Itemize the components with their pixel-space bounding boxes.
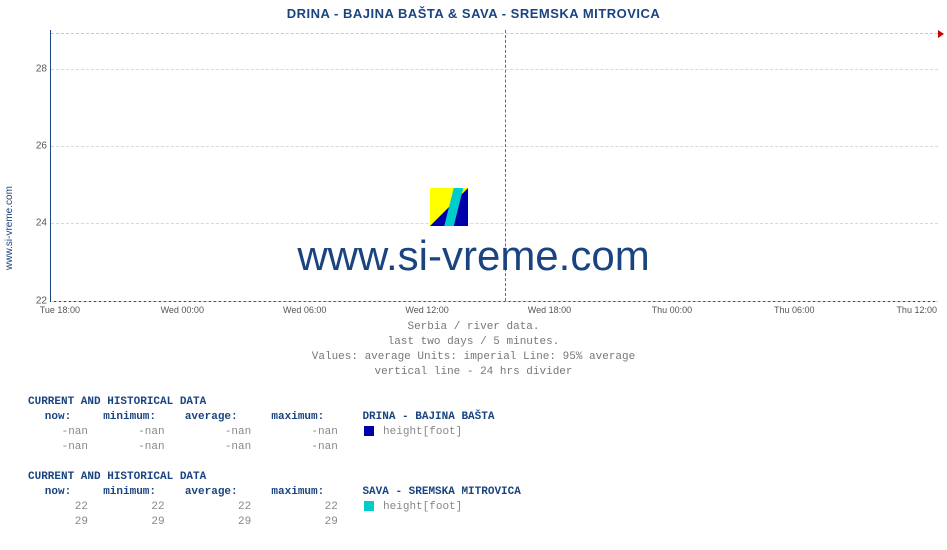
subtitle-line-4: vertical line - 24 hrs divider <box>0 365 947 380</box>
cell: 22 <box>171 500 251 515</box>
cell: 22 <box>28 500 88 515</box>
cell: 29 <box>258 515 338 530</box>
data-row: 22 22 22 22 height[foot] <box>28 500 521 515</box>
cell: -nan <box>28 440 88 455</box>
cell: -nan <box>95 440 165 455</box>
xtick-4: Wed 18:00 <box>528 305 571 315</box>
yellow-series-line <box>51 33 938 34</box>
xtick-5: Thu 00:00 <box>652 305 693 315</box>
series-end-arrow-icon <box>938 30 944 38</box>
station-name-2: SAVA - SREMSKA MITROVICA <box>362 485 520 500</box>
col-avg: average: <box>171 485 251 500</box>
metric-label: height[foot] <box>383 426 462 438</box>
metric-1: height[foot] <box>362 425 462 440</box>
col-now: now: <box>28 485 88 500</box>
data-row: -nan -nan -nan -nan <box>28 440 494 455</box>
xtick-7: Thu 12:00 <box>896 305 937 315</box>
swatch-icon <box>364 501 374 511</box>
data-heading-2: CURRENT AND HISTORICAL DATA <box>28 470 521 485</box>
subtitle-line-1: Serbia / river data. <box>0 320 947 335</box>
swatch-icon <box>364 426 374 436</box>
col-min: minimum: <box>95 485 165 500</box>
chart-subtitle: Serbia / river data. last two days / 5 m… <box>0 320 947 379</box>
data-heading-1: CURRENT AND HISTORICAL DATA <box>28 395 494 410</box>
metric-2: height[foot] <box>362 500 462 515</box>
col-min: minimum: <box>95 410 165 425</box>
watermark-logo-icon <box>430 188 468 226</box>
cell: -nan <box>258 425 338 440</box>
cell: -nan <box>171 440 251 455</box>
cell: 29 <box>95 515 165 530</box>
cell: -nan <box>95 425 165 440</box>
subtitle-line-3: Values: average Units: imperial Line: 95… <box>0 350 947 365</box>
xtick-0: Tue 18:00 <box>40 305 80 315</box>
cell: 29 <box>28 515 88 530</box>
cell: -nan <box>258 440 338 455</box>
xtick-1: Wed 00:00 <box>161 305 204 315</box>
data-columns-2: now: minimum: average: maximum: SAVA - S… <box>28 485 521 500</box>
station-name-1: DRINA - BAJINA BAŠTA <box>362 410 494 425</box>
cell: -nan <box>171 425 251 440</box>
ytick-28: 28 <box>29 63 47 74</box>
metric-label: height[foot] <box>383 501 462 513</box>
watermark-text: www.si-vreme.com <box>0 232 947 280</box>
col-now: now: <box>28 410 88 425</box>
data-block-1: CURRENT AND HISTORICAL DATA now: minimum… <box>28 395 494 454</box>
cell: 22 <box>258 500 338 515</box>
xtick-6: Thu 06:00 <box>774 305 815 315</box>
data-block-2: CURRENT AND HISTORICAL DATA now: minimum… <box>28 470 521 529</box>
cell: -nan <box>28 425 88 440</box>
xtick-2: Wed 06:00 <box>283 305 326 315</box>
col-max: maximum: <box>258 485 338 500</box>
cell: 29 <box>171 515 251 530</box>
cell: 22 <box>95 500 165 515</box>
col-avg: average: <box>171 410 251 425</box>
col-max: maximum: <box>258 410 338 425</box>
data-row: 29 29 29 29 <box>28 515 521 530</box>
data-columns-1: now: minimum: average: maximum: DRINA - … <box>28 410 494 425</box>
xtick-3: Wed 12:00 <box>405 305 448 315</box>
subtitle-line-2: last two days / 5 minutes. <box>0 335 947 350</box>
ytick-24: 24 <box>29 218 47 229</box>
data-row: -nan -nan -nan -nan height[foot] <box>28 425 494 440</box>
ytick-26: 26 <box>29 141 47 152</box>
chart-title: DRINA - BAJINA BAŠTA & SAVA - SREMSKA MI… <box>0 6 947 21</box>
